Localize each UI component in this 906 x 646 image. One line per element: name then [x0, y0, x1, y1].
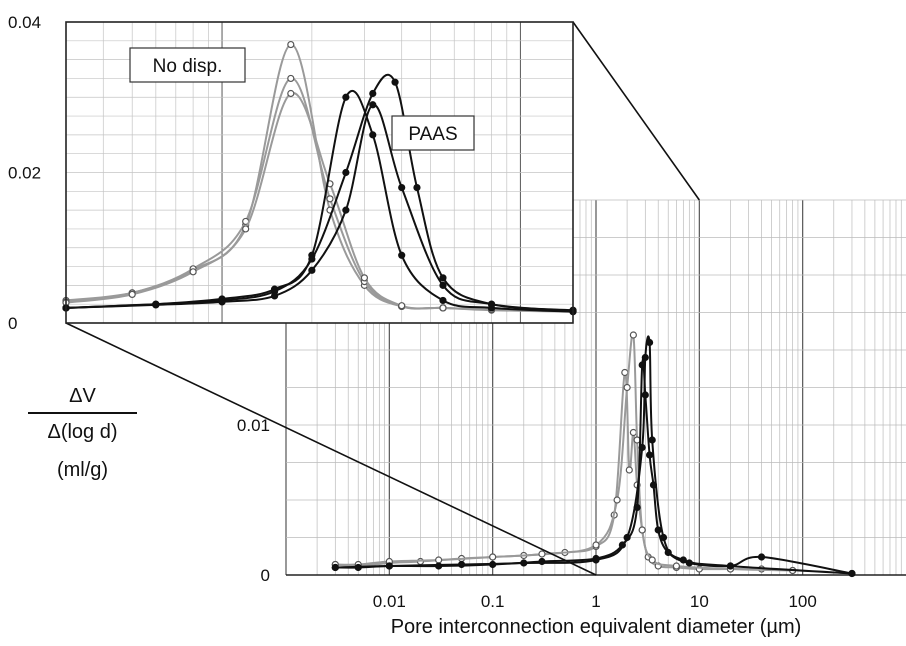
inset-plot-grid [65, 22, 573, 323]
main-data-point-paas [726, 562, 735, 570]
main-x-tick-label: 0.1 [481, 592, 505, 611]
inset-data-point-paas [487, 300, 496, 308]
inset-data-point-paas [391, 78, 399, 86]
zoom-connector-top [572, 21, 700, 201]
main-series-line-no-disp [335, 371, 793, 572]
inset-annotation-box [391, 115, 475, 151]
inset-data-point-paas [369, 89, 377, 98]
inset-data-point-paas [439, 274, 447, 282]
main-data-point-paas [638, 443, 646, 452]
inset-data-point-paas [270, 292, 279, 300]
inset-data-point-no-disp [287, 89, 295, 98]
main-x-tick-label: 100 [788, 592, 816, 611]
inset-data-point-paas [342, 93, 350, 101]
main-y-tick-label: 0 [261, 566, 270, 585]
zoom-connector-bottom [65, 322, 597, 576]
main-x-tick-label: 1 [591, 592, 600, 611]
main-data-point-paas [520, 559, 528, 567]
main-data-point-paas [592, 556, 600, 564]
main-data-point-paas [679, 556, 687, 564]
main-data-point-paas [848, 569, 856, 578]
main-x-tick-label: 0.01 [373, 592, 406, 611]
inset-data-point-paas [308, 255, 316, 263]
inset-y-tick-label: 0.02 [8, 164, 41, 183]
y-axis-label: ΔV Δ(log d) (ml/g) [20, 386, 145, 480]
inset-data-point-paas [369, 131, 377, 139]
main-data-point-paas [645, 338, 654, 347]
main-data-point-no-disp [623, 383, 631, 392]
main-data-point-no-disp [489, 553, 497, 561]
inset-data-point-paas [439, 281, 447, 289]
main-data-point-paas [645, 451, 654, 459]
main-data-point-paas [648, 436, 656, 444]
inset-annotation-label: No disp. [153, 56, 223, 77]
inset-data-point-no-disp [398, 302, 406, 310]
y-axis-label-numerator: ΔV [69, 385, 96, 407]
main-data-point-paas [641, 353, 649, 362]
x-axis-label: Pore interconnection equivalent diameter… [390, 616, 802, 638]
inset-data-point-paas [152, 301, 160, 309]
inset-data-point-paas [308, 266, 316, 274]
main-series-line-paas [335, 358, 853, 575]
main-data-point-no-disp [621, 368, 629, 377]
main-data-point-no-disp [648, 556, 656, 564]
main-data-point-paas [654, 526, 662, 534]
inset-data-point-no-disp [287, 74, 295, 83]
inset-data-point-paas [342, 206, 350, 214]
inset-data-point-no-disp [439, 304, 447, 312]
inset-series-line-no-disp [65, 92, 574, 312]
inset-tick-labels: 0 0.02 0.04 [8, 13, 41, 333]
main-data-point-no-disp [625, 466, 633, 474]
main-plot-series [331, 331, 856, 578]
main-y-tick-label: 0.01 [237, 416, 270, 435]
inset-annotation-label: PAAS [408, 124, 457, 145]
main-data-point-no-disp [613, 496, 621, 504]
main-data-point-paas [457, 560, 466, 569]
inset-y-tick-label: 0.04 [8, 13, 41, 32]
inset-data-point-no-disp [287, 40, 295, 49]
inset-data-point-paas [218, 298, 226, 306]
main-data-point-no-disp [592, 541, 600, 549]
main-data-point-no-disp [629, 331, 637, 339]
main-data-point-no-disp [435, 556, 443, 564]
inset-plot-frame [65, 21, 574, 324]
inset-data-point-paas [398, 251, 406, 259]
main-x-tick-label: 10 [690, 592, 709, 611]
inset-annotations: No disp. PAAS [129, 47, 475, 151]
main-data-point-paas [757, 553, 766, 561]
main-data-point-no-disp [538, 550, 546, 558]
inset-data-point-paas [369, 101, 377, 109]
inset-data-point-paas [413, 183, 421, 192]
y-axis-label-unit: (ml/g) [56, 458, 109, 481]
inset-data-point-no-disp [242, 225, 250, 233]
inset-data-point-no-disp [128, 290, 136, 299]
inset-y-tick-label: 0 [8, 314, 17, 333]
main-data-point-no-disp [629, 428, 637, 437]
zoom-connector-lines [65, 21, 700, 576]
inset-data-point-no-disp [189, 268, 197, 276]
y-axis-label-fraction-bar [28, 412, 137, 414]
main-series-line-paas [335, 335, 853, 575]
inset-data-point-no-disp [360, 274, 369, 282]
y-axis-label-denominator: Δ(log d) [47, 420, 118, 443]
inset-plot: No disp. PAAS [62, 21, 577, 324]
main-data-point-no-disp [672, 562, 681, 570]
inset-plot-series [62, 40, 577, 316]
inset-data-point-paas [342, 168, 350, 177]
inset-series-line-paas [65, 103, 574, 312]
main-series-line-no-disp [335, 332, 793, 572]
main-data-point-paas [331, 563, 339, 572]
main-data-point-no-disp [638, 526, 646, 534]
inset-data-point-paas [439, 296, 447, 305]
main-data-point-paas [385, 562, 393, 570]
inset-data-point-no-disp [326, 195, 334, 203]
inset-annotation-box [129, 47, 246, 83]
main-data-point-paas [623, 533, 631, 542]
main-data-point-paas [659, 533, 668, 542]
inset-data-point-paas [398, 183, 406, 192]
